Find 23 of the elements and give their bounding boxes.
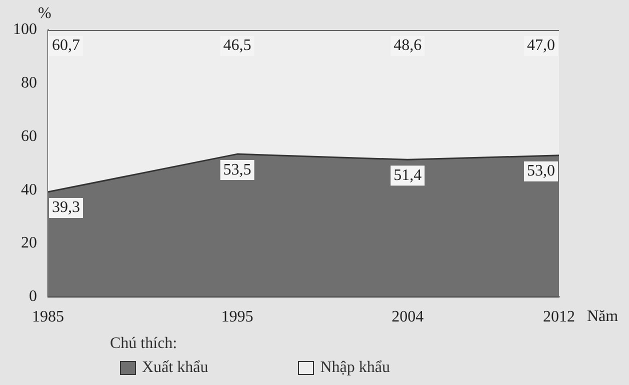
y-tick-label: 60 <box>21 128 37 145</box>
x-tick-label: 2012 <box>543 308 575 326</box>
y-tick-label: 100 <box>13 21 37 38</box>
legend-title: Chú thích: <box>110 335 178 353</box>
y-tick-label: 40 <box>21 181 37 198</box>
data-label: 53,5 <box>223 161 252 178</box>
y-axis-title: % <box>38 5 52 22</box>
y-tick-label: 80 <box>21 74 37 92</box>
data-label: 51,4 <box>394 166 422 184</box>
x-axis-title: Năm <box>587 308 619 326</box>
y-tick-label: 0 <box>29 288 37 306</box>
data-label: 47,0 <box>527 37 555 54</box>
x-tick-label: 1995 <box>221 308 254 326</box>
data-label: 39,3 <box>52 199 80 216</box>
legend-label: Xuất khẩu <box>141 359 208 377</box>
data-label: 46,5 <box>223 37 252 54</box>
legend-label: Nhập khẩu <box>319 359 390 377</box>
x-tick-label: 1985 <box>32 308 64 326</box>
x-tick-label: 2004 <box>392 308 424 326</box>
data-label: 53,0 <box>527 162 555 180</box>
data-label: 48,6 <box>394 37 422 54</box>
y-tick-label: 20 <box>21 234 37 252</box>
data-label: 60,7 <box>52 37 80 54</box>
